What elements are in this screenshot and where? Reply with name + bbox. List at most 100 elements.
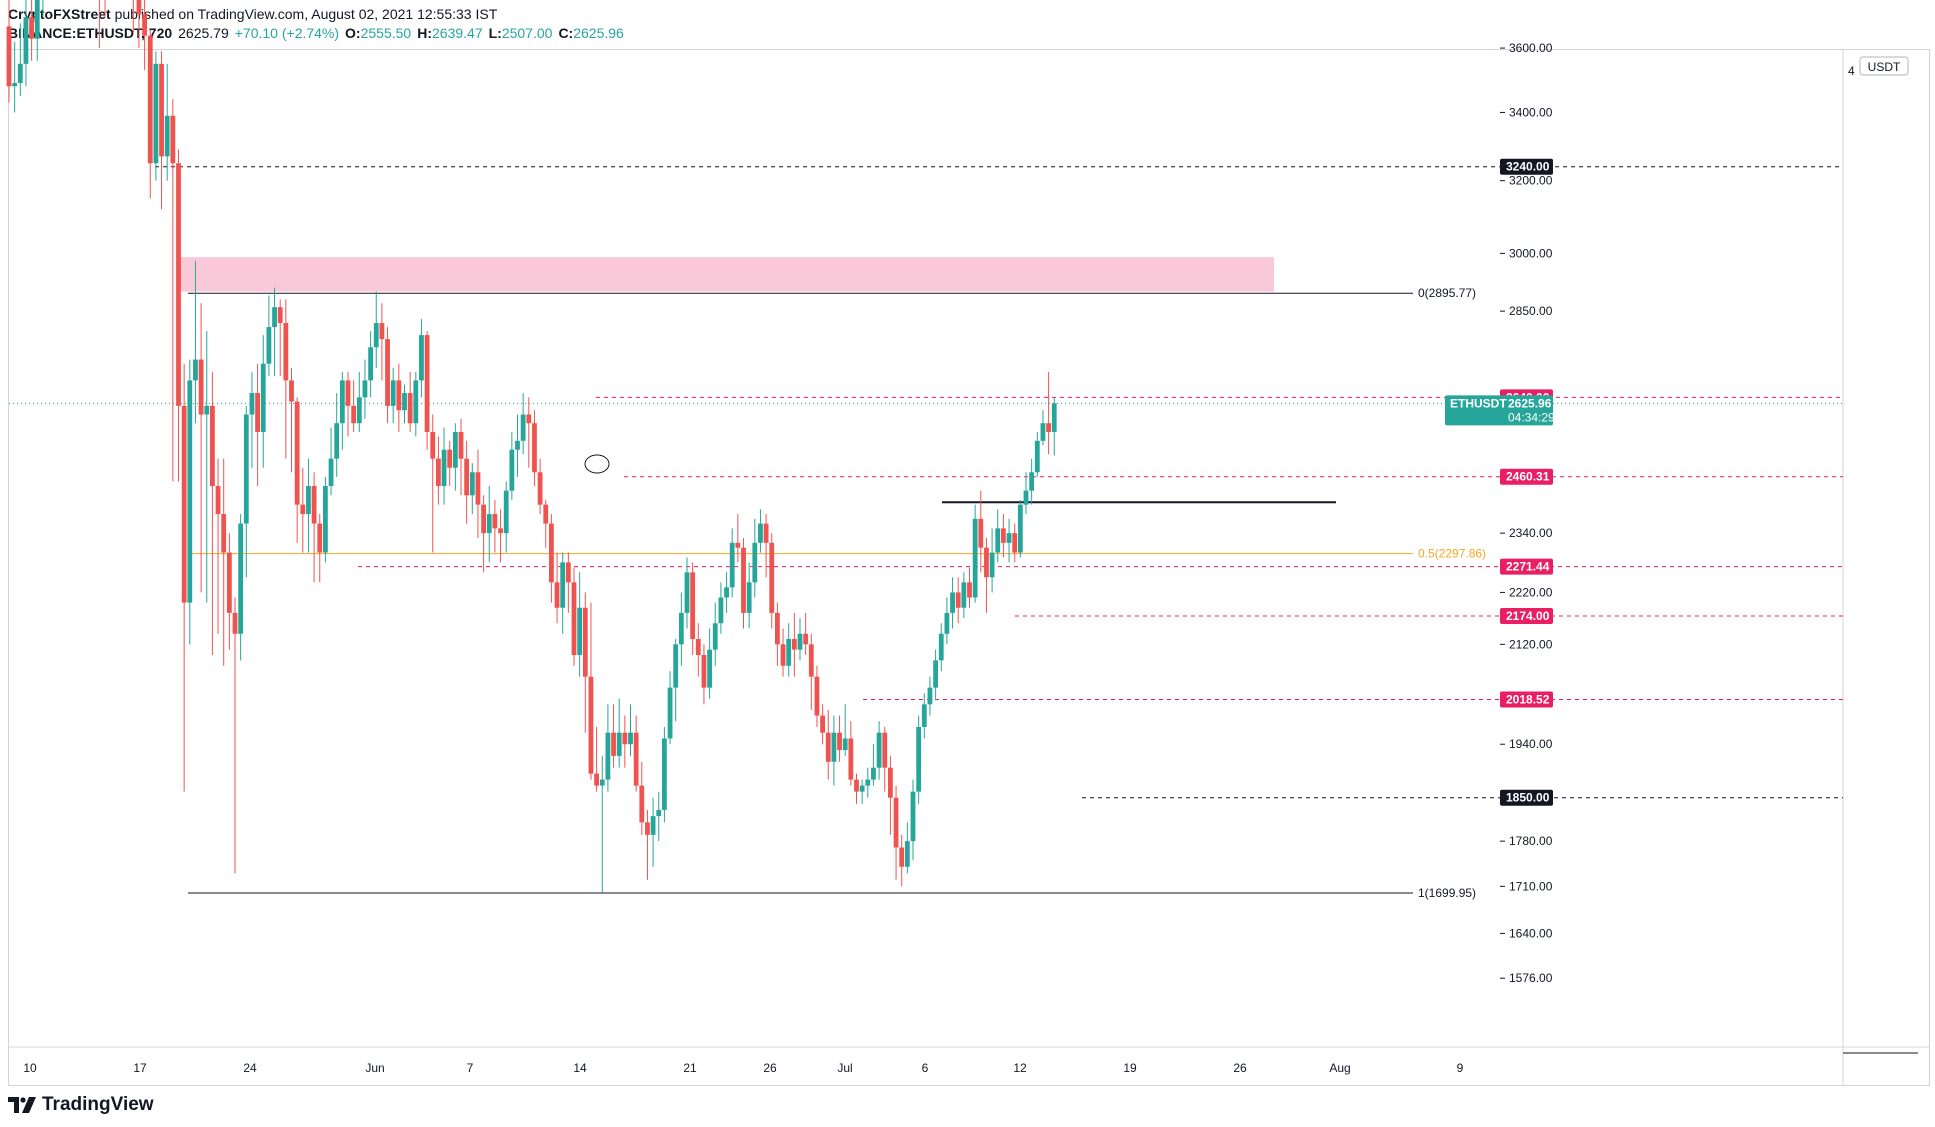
candle-body <box>599 779 605 786</box>
candle-body <box>549 523 554 583</box>
footer-brand[interactable]: TradingView <box>42 1094 154 1115</box>
candle-body <box>498 528 503 534</box>
price-level-tag <box>1500 468 1553 485</box>
time-tick-label: 24 <box>243 1061 257 1075</box>
time-tick-label: 12 <box>1013 1061 1027 1075</box>
candle-body <box>503 490 509 534</box>
candle-body <box>1046 423 1051 432</box>
price-level-tag-text: 2460.31 <box>1506 470 1550 484</box>
candle-body <box>520 414 526 441</box>
high-label: H: <box>417 25 432 41</box>
open-label: O: <box>345 25 361 41</box>
time-tick-label: 6 <box>922 1061 929 1075</box>
candle-body <box>916 726 922 792</box>
candle-body <box>283 323 289 381</box>
candle-body <box>622 732 628 745</box>
candle-body <box>176 163 181 406</box>
candle-body <box>797 633 803 650</box>
candle-body <box>944 612 950 634</box>
candle-body <box>967 582 972 598</box>
candle-body <box>577 607 583 655</box>
candle-body <box>402 393 407 411</box>
time-tick-label: 21 <box>683 1061 697 1075</box>
candle-body <box>758 523 763 543</box>
candle-body <box>356 397 362 424</box>
candle-body <box>718 597 724 624</box>
candle-body <box>306 486 311 515</box>
candle-body <box>486 514 492 534</box>
candle-body <box>12 83 18 87</box>
candle-body <box>871 767 876 780</box>
candle-body <box>221 514 227 553</box>
candle-body <box>825 732 831 762</box>
candle-body <box>729 542 735 588</box>
candle-body <box>848 738 854 780</box>
candle-body <box>882 732 888 768</box>
candle-body <box>1012 533 1018 553</box>
price-tick-label: 3000.00 <box>1509 246 1553 260</box>
candle-body <box>345 380 351 406</box>
candle-body <box>842 738 848 751</box>
candle-body <box>1017 504 1023 553</box>
price-tick-label: 3200.00 <box>1509 174 1553 188</box>
candle-body <box>159 63 164 157</box>
price-tick-label: 2340.00 <box>1509 526 1553 540</box>
candle-body <box>695 639 701 655</box>
candle-body <box>775 612 780 645</box>
candle-body <box>984 547 989 578</box>
candle-body <box>769 542 775 613</box>
candle-body <box>814 676 820 716</box>
candle-body <box>447 449 453 468</box>
candle-body <box>1001 528 1006 543</box>
price-tick-label: 2120.00 <box>1509 637 1553 651</box>
candle-body <box>407 393 413 424</box>
currency-badge[interactable] <box>1859 56 1909 76</box>
candle-body <box>232 612 238 634</box>
price-tick-label: 1940.00 <box>1509 737 1553 751</box>
candle-body <box>865 779 871 786</box>
candle-body <box>831 732 837 762</box>
candle-body <box>616 732 622 756</box>
published-text: published on TradingView.com, August 02,… <box>114 6 498 22</box>
current-price-symbol: ETHUSDT <box>1450 396 1507 410</box>
candle-body <box>238 523 244 634</box>
time-tick-label: 14 <box>573 1061 587 1075</box>
candle-body <box>385 339 390 406</box>
price-level-tag-text: 3240.00 <box>1506 160 1550 174</box>
countdown-timer: 04:34:29 <box>1508 410 1555 424</box>
candle-body <box>204 405 210 415</box>
candle-body <box>565 562 571 583</box>
candle-body <box>193 359 198 381</box>
price-tick-label: 2220.00 <box>1509 585 1553 599</box>
candle-body <box>300 504 306 515</box>
supply-zone <box>178 257 1274 292</box>
candle-body <box>927 687 933 705</box>
price-level-tag <box>1500 158 1553 175</box>
candle-body <box>396 380 402 411</box>
candle-body <box>272 307 277 328</box>
candle-body <box>594 773 599 786</box>
candle-body <box>323 486 328 553</box>
candle-body <box>187 380 193 603</box>
candle-body <box>961 582 967 608</box>
time-tick-label: 10 <box>23 1061 37 1075</box>
time-tick-label: 9 <box>1457 1061 1464 1075</box>
candle-body <box>255 393 260 432</box>
chart-panel[interactable] <box>8 49 1930 1086</box>
candle-body <box>938 633 944 661</box>
candle-body <box>419 335 424 381</box>
open-value: 2555.50 <box>360 25 412 41</box>
price-level-tag-text: 1850.00 <box>1506 791 1550 805</box>
candle-body <box>294 401 300 505</box>
price-level-tag <box>1500 691 1553 708</box>
candle-body <box>390 380 396 406</box>
candle-body <box>147 35 153 164</box>
time-tick-label: 17 <box>133 1061 147 1075</box>
candle-body <box>424 335 430 432</box>
candle-body <box>633 732 639 786</box>
candle-body <box>786 639 792 666</box>
price-level-tag-text: 2174.00 <box>1506 609 1550 623</box>
candle-body <box>142 14 147 36</box>
candle-body <box>481 504 486 534</box>
